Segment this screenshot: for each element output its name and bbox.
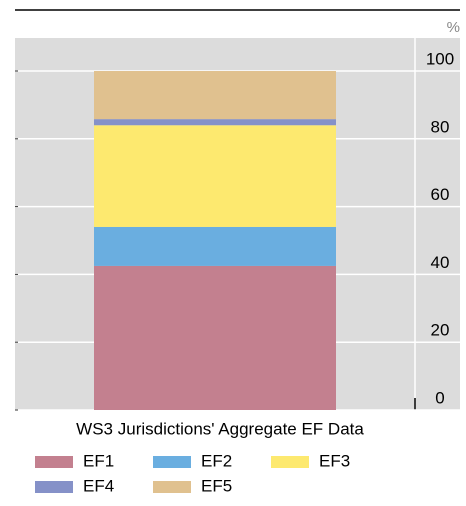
legend-label: EF5: [201, 476, 232, 495]
legend-swatch: [153, 481, 191, 493]
legend-swatch: [153, 456, 191, 468]
y-axis-unit: %: [447, 19, 460, 36]
bar-segment: [94, 265, 336, 410]
legend-swatch: [271, 456, 309, 468]
bar-segment: [94, 226, 336, 266]
y-tick-label: 60: [431, 185, 450, 204]
bar-segment: [94, 119, 336, 126]
bar-segment: [94, 125, 336, 227]
y-tick-label: 20: [431, 321, 450, 340]
legend-swatch: [35, 481, 73, 493]
bar-segment: [94, 71, 336, 120]
legend-label: EF1: [83, 451, 114, 470]
y-tick-label: 80: [431, 117, 450, 136]
x-tick-label: WS3 Jurisdictions' Aggregate EF Data: [76, 419, 364, 438]
y-tick-label: 0: [435, 388, 444, 407]
legend-label: EF3: [319, 451, 350, 470]
legend-label: EF2: [201, 451, 232, 470]
y-tick-label: 40: [431, 253, 450, 272]
legend-label: EF4: [83, 476, 114, 495]
y-tick-label: 100: [426, 49, 454, 68]
legend-swatch: [35, 456, 73, 468]
